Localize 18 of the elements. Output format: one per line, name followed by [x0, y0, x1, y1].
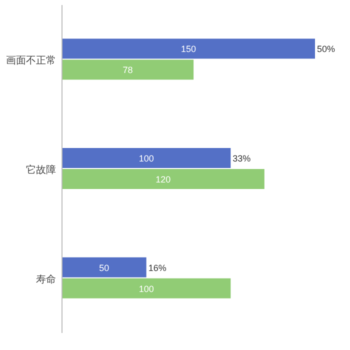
data-label: 78 [122, 65, 133, 76]
data-label: 50 [99, 262, 110, 273]
bar [62, 169, 264, 189]
y-tick-label: 寿命 [36, 273, 56, 286]
bar [62, 38, 315, 59]
y-tick-label: 画面不正常 [6, 54, 56, 67]
bar [62, 148, 231, 168]
annotation: 33% [232, 154, 251, 164]
annotation: 50% [317, 44, 336, 54]
data-label: 150 [180, 44, 196, 54]
bar [62, 257, 146, 278]
bar [62, 60, 194, 80]
data-label: 100 [138, 284, 154, 294]
annotation: 16% [148, 262, 166, 273]
y-tick-label: 它故障 [26, 164, 56, 176]
data-label: 120 [156, 174, 171, 184]
data-label: 100 [138, 154, 154, 164]
bar [62, 278, 231, 298]
